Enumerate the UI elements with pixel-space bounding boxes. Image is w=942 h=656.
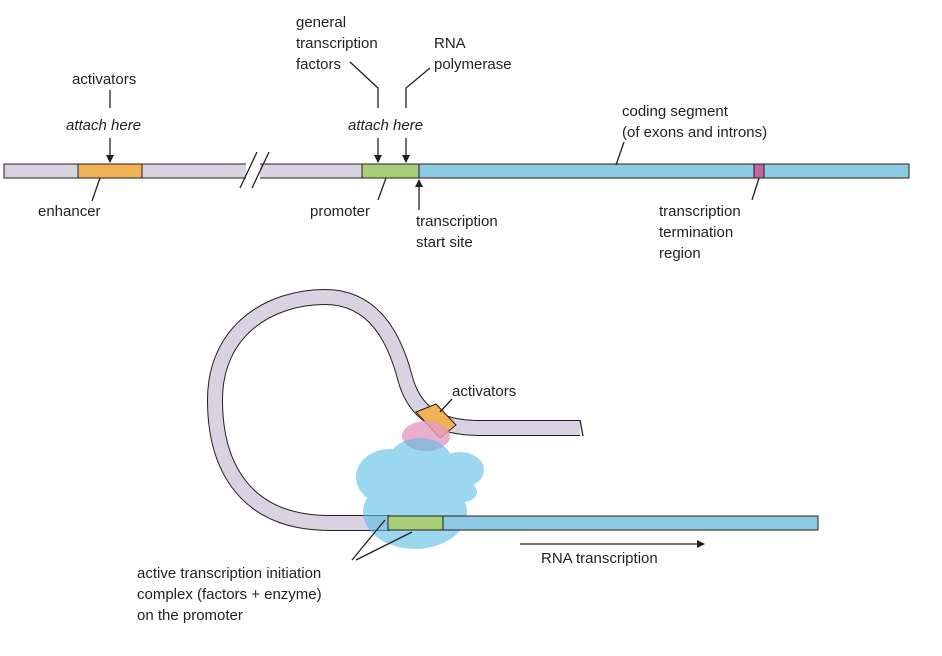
enhancer-label: enhancer [38,203,101,220]
rna-polymerase-connector [405,67,431,108]
enhancer-segment [77,163,143,179]
promoter-segment [361,163,420,179]
complex-label-line2: complex (factors + enzyme) [137,586,322,603]
linear-dna-strand [3,151,910,189]
termination-label-line2: termination [659,224,733,241]
general-tf-connector [349,61,379,108]
termination-label-line1: transcription [659,203,741,220]
dna-loop-end-cap [579,419,584,437]
complex-label-line3: on the promoter [137,607,243,624]
dna-segment-middle [251,163,363,179]
coding-segment [418,163,910,179]
complex-label-line1: active transcription initiation [137,565,321,582]
coding-segment-label-line2: (of exons and introns) [622,124,767,141]
promoter-connector [377,177,387,201]
promoter-segment-looped [387,515,444,531]
start-site-label-line2: start site [416,234,473,251]
break-mark-1 [239,151,258,189]
activators-label-top: activators [72,71,136,88]
rna-transcription-label: RNA transcription [541,550,658,567]
general-tf-label-line1: general [296,14,346,31]
coding-segment-connector [615,141,625,166]
straight-dna-strand [387,515,819,531]
promoter-label: promoter [310,203,370,220]
attach-here-label-right: attach here [348,117,423,134]
termination-region-segment [753,163,765,179]
start-site-label-line1: transcription [416,213,498,230]
looped-dna-strand [206,288,584,531]
complex-blob-5 [363,475,467,549]
complex-connector-2 [355,531,413,561]
attach-here-label-left: attach here [66,117,141,134]
complex-blob-3 [436,452,484,488]
general-tf-label-line3: factors [296,56,341,73]
dna-loop-fill [207,289,580,530]
coding-segment-label-line1: coding segment [622,103,729,120]
break-mark-2 [251,151,270,189]
activators-connector-bottom [439,398,453,413]
termination-connector [751,177,760,201]
activators-label-bottom: activators [452,383,516,400]
enhancer-connector [91,177,101,202]
rna-polymerase-label-line1: RNA [434,35,466,52]
complex-connector-1 [351,519,386,561]
rna-polymerase-label-line2: polymerase [434,56,512,73]
coding-segment-looped [442,515,819,531]
break-gap [246,160,260,182]
general-tf-label-line2: transcription [296,35,378,52]
complex-blob-2 [388,438,452,486]
termination-label-line3: region [659,245,701,262]
